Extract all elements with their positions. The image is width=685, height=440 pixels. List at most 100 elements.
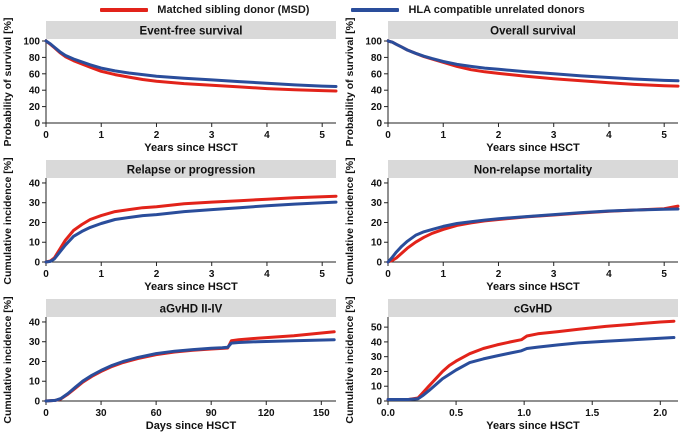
panel-header-strip xyxy=(46,21,336,39)
y-tick-label: 20 xyxy=(29,102,41,113)
y-tick-label: 60 xyxy=(29,69,41,80)
x-tick-label: 5 xyxy=(661,130,667,141)
x-tick-label: 0 xyxy=(43,269,49,280)
y-tick-label: 40 xyxy=(29,317,41,328)
y-tick-label: 10 xyxy=(29,238,41,249)
x-tick-label: 4 xyxy=(606,269,612,280)
x-tick-label: 3 xyxy=(209,130,215,141)
y-axis-title: Cumulative incidence [%] xyxy=(344,157,356,284)
y-tick-label: 30 xyxy=(371,352,383,363)
y-tick-label: 0 xyxy=(34,258,40,269)
x-tick-label: 1 xyxy=(440,269,446,280)
x-axis-title: Years since HSCT xyxy=(144,281,238,293)
x-tick-label: 60 xyxy=(151,408,163,419)
curve-ud xyxy=(386,39,680,83)
x-tick-label: 3 xyxy=(551,269,557,280)
x-tick-label: 30 xyxy=(96,408,108,419)
curve-ud xyxy=(44,200,338,264)
panel-event-free-survival: Event-free survival 0 20 40 60 80 100 0 1 2 3 4 5 Yea… xyxy=(0,18,342,157)
y-tick-label: 20 xyxy=(371,367,383,378)
y-tick-label: 80 xyxy=(371,53,383,64)
panel-cgvhd: cGvHD 0 10 20 30 40 50 0.0 0.5 1.0 1.5 2.0 Years sin… xyxy=(342,296,684,435)
y-tick-label: 40 xyxy=(371,337,383,348)
panel-header-strip xyxy=(388,299,678,317)
x-tick-label: 5 xyxy=(661,269,667,280)
x-tick-label: 0.5 xyxy=(449,408,463,419)
x-tick-label: 1.5 xyxy=(585,408,599,419)
panel-header-strip xyxy=(388,21,678,39)
panel-title: aGvHD II-IV xyxy=(160,304,223,316)
x-tick-label: 1 xyxy=(440,130,446,141)
y-tick-label: 10 xyxy=(371,382,383,393)
curve-ud xyxy=(44,39,338,88)
y-axis-title: Probability of survival [%] xyxy=(344,18,356,146)
x-axis-title: Days since HSCT xyxy=(146,420,237,432)
y-tick-label: 30 xyxy=(371,198,383,209)
y-tick-label: 60 xyxy=(371,69,383,80)
panel-svg: Event-free survival 0 20 40 60 80 100 0 1 2 3 4 5 Yea… xyxy=(2,18,338,154)
x-tick-label: 2 xyxy=(496,269,502,280)
panel-non-relapse-mortality: Non-relapse mortality 0 10 20 30 40 0 1 2 3 4 5 Year… xyxy=(342,157,684,296)
x-tick-label: 2.0 xyxy=(653,408,667,419)
y-tick-label: 0 xyxy=(376,258,382,269)
curve-ud xyxy=(386,336,676,401)
x-tick-label: 4 xyxy=(606,130,612,141)
panel-header-strip xyxy=(46,299,336,317)
x-tick-label: 90 xyxy=(206,408,218,419)
panel-relapse-or-progression: Relapse or progression 0 10 20 30 40 0 1 2 3 4 5 Yea… xyxy=(0,157,342,296)
y-tick-label: 80 xyxy=(29,53,41,64)
y-tick-label: 10 xyxy=(29,377,41,388)
panel-header-strip xyxy=(388,160,678,178)
y-tick-label: 0 xyxy=(34,397,40,408)
curve-ud xyxy=(44,338,336,403)
x-tick-label: 5 xyxy=(319,269,325,280)
x-axis-title: Years since HSCT xyxy=(486,142,580,154)
y-tick-label: 0 xyxy=(376,397,382,408)
x-tick-label: 2 xyxy=(154,130,160,141)
x-tick-label: 4 xyxy=(264,130,270,141)
panel-svg: Non-relapse mortality 0 10 20 30 40 0 1 2 3 4 5 Year… xyxy=(344,157,680,293)
msd-line-swatch-icon xyxy=(100,7,149,12)
panel-title: cGvHD xyxy=(514,304,552,316)
y-tick-label: 40 xyxy=(29,86,41,97)
curve-msd xyxy=(386,319,676,401)
x-tick-label: 0 xyxy=(43,130,49,141)
y-tick-label: 50 xyxy=(371,323,383,334)
y-tick-label: 100 xyxy=(23,37,40,48)
panel-title: Relapse or progression xyxy=(127,165,255,177)
y-tick-label: 40 xyxy=(29,178,41,189)
panel-overall-survival: Overall survival 0 20 40 60 80 100 0 1 2 3 4 5 Years … xyxy=(342,18,684,157)
y-tick-label: 20 xyxy=(29,218,41,229)
legend-item-msd: Matched sibling donor (MSD) xyxy=(100,4,309,16)
y-tick-label: 20 xyxy=(29,357,41,368)
legend-label-msd: Matched sibling donor (MSD) xyxy=(157,3,310,16)
y-tick-label: 20 xyxy=(371,218,383,229)
unrelated-line-swatch-icon xyxy=(351,7,400,12)
x-axis-title: Years since HSCT xyxy=(144,142,238,154)
x-tick-label: 1 xyxy=(98,269,104,280)
y-axis-title: Cumulative incidence [%] xyxy=(344,296,356,423)
panel-svg: Overall survival 0 20 40 60 80 100 0 1 2 3 4 5 Years … xyxy=(344,18,680,154)
y-axis-title: Cumulative incidence [%] xyxy=(2,296,14,423)
y-tick-label: 30 xyxy=(29,198,41,209)
panel-title: Non-relapse mortality xyxy=(474,165,593,177)
y-tick-label: 0 xyxy=(376,119,382,130)
x-tick-label: 5 xyxy=(319,130,325,141)
y-axis-title: Probability of survival [%] xyxy=(2,18,14,146)
panel-header-strip xyxy=(46,160,336,178)
figure-legend: Matched sibling donor (MSD) HLA compatib… xyxy=(0,0,685,18)
panel-grid: Event-free survival 0 20 40 60 80 100 0 1 2 3 4 5 Yea… xyxy=(0,18,685,435)
panel-svg: aGvHD II-IV 0 10 20 30 40 0 30 60 90 120 150 Days si… xyxy=(2,296,336,432)
legend-label-unrelated: HLA compatible unrelated donors xyxy=(408,3,585,16)
x-tick-label: 4 xyxy=(264,269,270,280)
y-tick-label: 30 xyxy=(29,337,41,348)
y-tick-label: 20 xyxy=(371,102,383,113)
x-tick-label: 3 xyxy=(209,269,215,280)
x-axis-title: Years since HSCT xyxy=(486,281,580,293)
x-tick-label: 0 xyxy=(385,130,391,141)
panel-title: Overall survival xyxy=(490,26,576,38)
x-tick-label: 150 xyxy=(313,408,330,419)
y-tick-label: 40 xyxy=(371,178,383,189)
panel-title: Event-free survival xyxy=(140,26,243,38)
